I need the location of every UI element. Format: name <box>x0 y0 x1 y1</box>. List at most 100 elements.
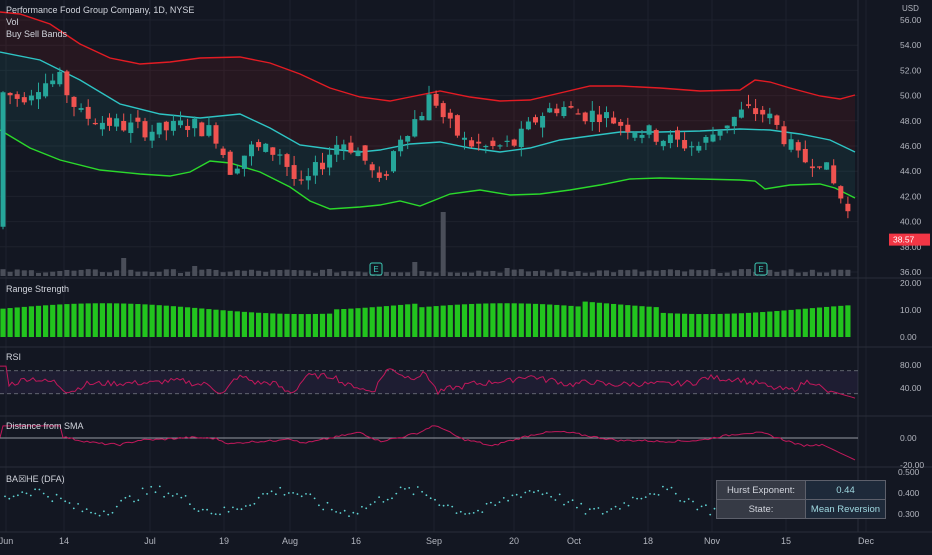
earnings-marker-label: E <box>758 265 763 274</box>
volume-bar <box>241 270 247 276</box>
range-strength-bar <box>667 313 673 337</box>
candle-body <box>561 107 567 117</box>
candle-body <box>305 176 311 181</box>
hurst-dot <box>94 512 97 515</box>
hurst-dot <box>485 502 488 505</box>
vol-label[interactable]: Vol <box>6 17 19 27</box>
range-strength-bar <box>57 304 63 337</box>
hurst-dot <box>434 498 436 501</box>
range-strength-pane[interactable] <box>0 301 851 337</box>
hurst-dot <box>292 492 294 494</box>
candle-body <box>838 186 844 199</box>
range-strength-bar <box>518 303 524 337</box>
range-strength-label[interactable]: Range Strength <box>6 284 70 294</box>
range-strength-bar <box>220 310 226 337</box>
range-strength-bar <box>213 309 219 337</box>
range-strength-bar <box>185 307 191 337</box>
range-strength-bar <box>689 313 695 337</box>
candle-body <box>817 166 822 168</box>
volume-bar <box>142 271 148 276</box>
hurst-dot <box>180 496 183 499</box>
time-tick-label: 15 <box>781 536 791 546</box>
hurst-dot <box>459 510 462 513</box>
candle-body <box>646 125 652 135</box>
hurst-dot <box>210 512 213 515</box>
hurst-dot <box>464 513 466 515</box>
hurst-dot <box>438 504 441 506</box>
symbol-title[interactable]: Performance Food Group Company, 1D, NYSE <box>6 5 195 15</box>
candle-body <box>462 137 467 140</box>
candle-body <box>249 144 254 157</box>
hurst-dot <box>34 488 36 491</box>
hurst-dot <box>511 494 514 497</box>
candle-body <box>291 165 297 179</box>
hurst-dot <box>98 514 101 517</box>
volume-bar <box>540 270 546 276</box>
range-strength-bar <box>50 304 56 337</box>
candle-body <box>660 140 666 147</box>
range-strength-bar <box>575 306 581 337</box>
candle-body <box>469 140 475 147</box>
hurst-dot <box>524 491 527 494</box>
range-strength-bar <box>731 313 737 337</box>
hurst-dot <box>631 496 634 499</box>
range-strength-bar <box>497 303 503 337</box>
distance-sma-pane[interactable] <box>0 425 858 461</box>
hurst-dot <box>391 497 393 500</box>
hurst-dot <box>563 503 565 506</box>
volume-bar <box>21 270 27 276</box>
hurst-dot <box>528 490 531 492</box>
upper-band-fill <box>0 12 855 152</box>
indicator-label[interactable]: Buy Sell Bands <box>6 29 68 39</box>
rsi-label[interactable]: RSI <box>6 352 22 362</box>
hurst-dot <box>588 508 591 511</box>
price-tick-label: 42.00 <box>900 191 922 201</box>
candle-body <box>689 146 695 148</box>
volume-bar <box>128 269 134 276</box>
candlesticks[interactable] <box>0 67 851 230</box>
range-strength-bar <box>760 312 766 337</box>
range-strength-bar <box>270 313 276 337</box>
hurst-dot <box>640 497 643 500</box>
hurst-dot <box>107 513 110 516</box>
hurst-dot <box>610 508 613 510</box>
volume-bar <box>7 271 13 276</box>
volume-bar <box>604 270 609 276</box>
volume-bar <box>149 272 155 276</box>
volume-bar <box>547 272 553 276</box>
volume-bar <box>163 269 169 276</box>
distance-sma-label[interactable]: Distance from SMA <box>6 421 84 431</box>
candle-body <box>99 122 105 130</box>
range-strength-bar <box>461 304 468 337</box>
hurst-dot <box>520 496 522 498</box>
candle-body <box>476 141 482 144</box>
range-strength-bar <box>767 311 773 337</box>
candle-body <box>533 117 538 123</box>
candle-body <box>596 114 602 123</box>
candle-body <box>497 145 503 147</box>
volume-bar <box>696 270 702 276</box>
chart-legend: Performance Food Group Company, 1D, NYSE… <box>6 4 194 40</box>
hurst-dot <box>236 508 239 510</box>
volume-bar <box>653 270 659 276</box>
volume-bar <box>334 272 340 276</box>
rsi-pane[interactable] <box>0 365 858 399</box>
hurst-dot <box>468 512 471 515</box>
volume-bar <box>85 269 91 276</box>
hurst-dot <box>305 493 307 495</box>
volume-bar <box>341 271 347 276</box>
hurst-dot <box>455 512 458 514</box>
range-strength-bar <box>291 313 297 337</box>
range-strength-bar <box>121 303 127 337</box>
candle-body <box>92 122 98 125</box>
hurst-dot <box>576 506 578 509</box>
range-strength-bar <box>305 314 311 337</box>
candle-body <box>710 134 716 142</box>
hurst-tick-label: 0.300 <box>898 509 920 519</box>
range-strength-bar <box>21 306 27 337</box>
range-strength-bar <box>241 311 247 337</box>
hurst-label[interactable]: BA☒HE (DFA) <box>6 474 65 484</box>
